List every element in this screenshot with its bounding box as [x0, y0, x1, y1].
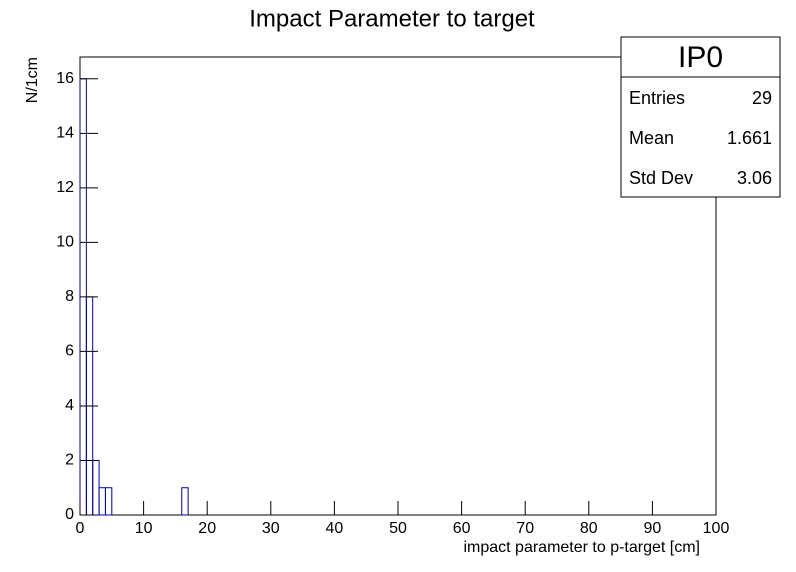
stats-title: IP0	[678, 41, 723, 74]
y-tick-label: 12	[56, 179, 74, 196]
y-tick-label: 2	[65, 452, 74, 469]
x-tick-label: 20	[198, 520, 216, 537]
x-tick-label: 90	[644, 520, 662, 537]
y-tick-label: 16	[56, 70, 74, 87]
y-tick-label: 0	[65, 506, 74, 523]
stats-value: 29	[752, 88, 772, 108]
x-tick-label: 70	[516, 520, 534, 537]
x-tick-label: 60	[453, 520, 471, 537]
histogram-bar	[104, 487, 113, 516]
stats-value: 1.661	[727, 128, 772, 148]
chart-title: Impact Parameter to target	[249, 5, 535, 32]
y-tick-label: 10	[56, 234, 74, 251]
x-tick-label: 10	[135, 520, 153, 537]
y-tick-label: 4	[65, 397, 74, 414]
stats-box	[620, 36, 781, 198]
stats-value: 3.06	[737, 168, 772, 188]
x-tick-label: 100	[703, 520, 730, 537]
x-tick-label: 80	[580, 520, 598, 537]
histogram-bar	[181, 487, 189, 516]
stats-label: Std Dev	[629, 168, 693, 188]
y-tick-label: 14	[56, 125, 74, 142]
x-tick-label: 40	[326, 520, 344, 537]
stats-label: Entries	[629, 88, 685, 108]
x-tick-label: 30	[262, 520, 280, 537]
stats-label: Mean	[629, 128, 674, 148]
x-axis-label: impact parameter to p-target [cm]	[463, 539, 700, 556]
x-tick-label: 50	[389, 520, 407, 537]
y-tick-label: 6	[65, 343, 74, 360]
x-tick-label: 0	[76, 520, 85, 537]
y-tick-label: 8	[65, 288, 74, 305]
y-axis-label: N/1cm	[24, 57, 41, 103]
